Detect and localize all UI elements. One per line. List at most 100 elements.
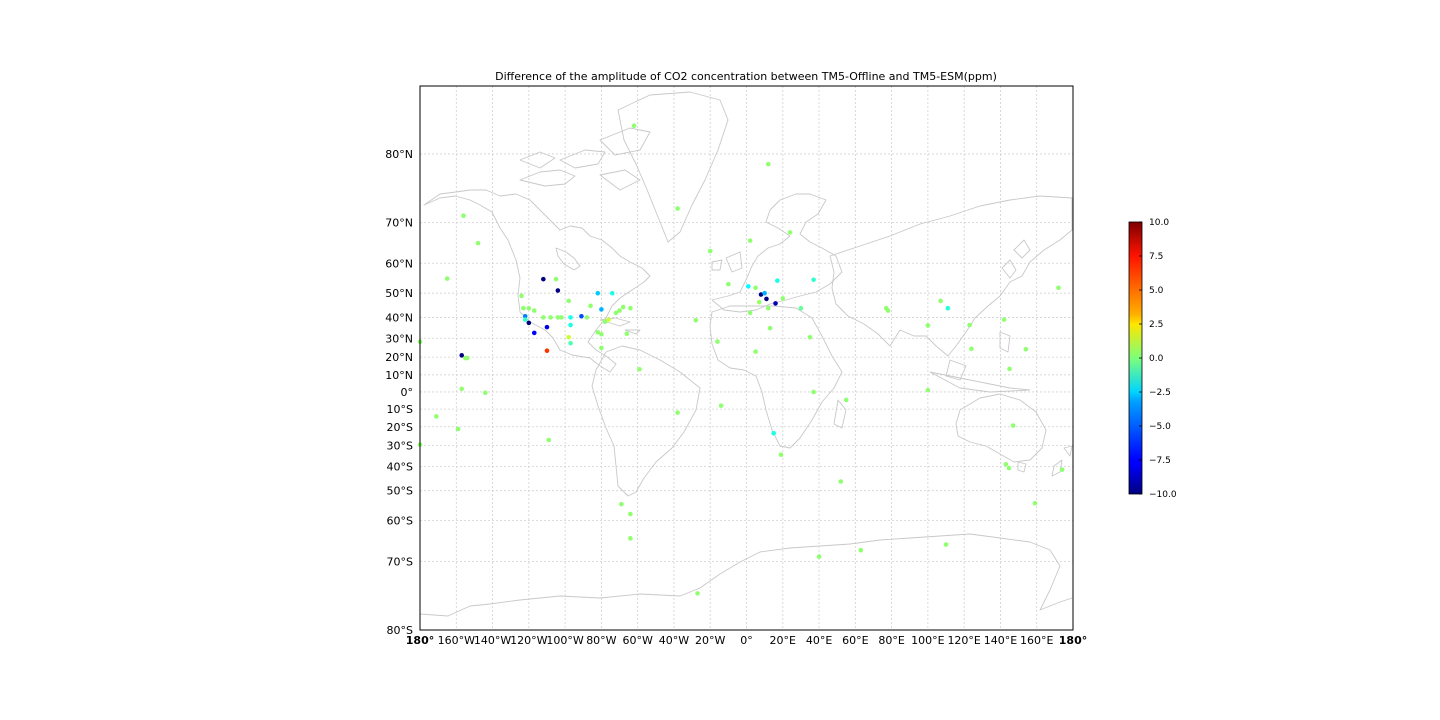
x-tick-label: 120°W xyxy=(510,634,547,647)
station-point xyxy=(544,324,550,330)
y-tick-label: 0° xyxy=(401,386,414,399)
colorbar-tick-label: 10.0 xyxy=(1149,218,1169,228)
station-point xyxy=(459,353,465,358)
station-point xyxy=(778,452,784,458)
x-tick-label: 20°E xyxy=(770,634,796,647)
station-point xyxy=(1006,465,1012,471)
station-point xyxy=(780,296,786,301)
station-point xyxy=(559,315,564,320)
station-point xyxy=(619,501,624,507)
station-point xyxy=(548,315,553,320)
y-tick-label: 30°S xyxy=(387,440,413,453)
station-point xyxy=(715,339,720,344)
x-tick-label: 100°W xyxy=(546,634,583,647)
station-point xyxy=(599,307,604,312)
station-point xyxy=(775,278,780,283)
x-tick-label: 0° xyxy=(740,634,753,647)
station-point xyxy=(938,298,943,304)
y-tick-labels: 80°S 70°S 60°S 50°S 40°S 30°S 20°S 10°S 0° 10°N 20… xyxy=(385,148,413,637)
station-point xyxy=(555,288,561,293)
station-point xyxy=(675,410,680,415)
station-point xyxy=(434,414,439,419)
station-point xyxy=(483,390,488,396)
y-tick-label: 50°S xyxy=(387,485,413,498)
y-tick-label: 60°S xyxy=(387,515,413,528)
station-point xyxy=(579,313,584,319)
colorbar-tick-label: 7.5 xyxy=(1149,252,1163,262)
station-point xyxy=(1007,366,1012,372)
station-point xyxy=(758,292,764,297)
station-point xyxy=(588,303,593,309)
colorbar-tick-label: 0.0 xyxy=(1149,354,1164,364)
station-point xyxy=(544,348,550,354)
station-point xyxy=(771,430,777,436)
station-point xyxy=(756,299,762,305)
station-point xyxy=(838,479,844,484)
station-point xyxy=(807,334,813,340)
station-point xyxy=(526,305,532,311)
x-tick-label: 100°E xyxy=(911,634,944,647)
station-point xyxy=(773,301,778,306)
x-tick-label: 80°E xyxy=(878,634,904,647)
y-tick-label: 30°N xyxy=(385,332,413,345)
station-point xyxy=(522,317,528,322)
station-point xyxy=(568,322,573,328)
station-point xyxy=(595,329,601,335)
station-point xyxy=(459,386,465,392)
colorbar-tick-label: −10.0 xyxy=(1149,490,1177,500)
station-point xyxy=(762,290,767,296)
station-point xyxy=(628,536,633,541)
x-tick-label: 140°E xyxy=(984,634,1017,647)
station-point xyxy=(675,206,680,211)
station-point xyxy=(967,322,972,328)
station-point xyxy=(765,305,771,311)
station-point xyxy=(599,345,604,351)
y-tick-label: 80°S xyxy=(387,624,413,637)
colorbar-tick-label: 2.5 xyxy=(1149,320,1163,330)
colorbar-tick-label: −7.5 xyxy=(1149,456,1171,466)
station-point xyxy=(945,305,951,311)
station-point xyxy=(637,366,642,372)
station-point xyxy=(566,334,572,340)
colorbar-tick-labels: 10.0 7.5 5.0 2.5 0.0 −2.5 −5.0 −7.5 −10.0 xyxy=(1139,218,1177,500)
chart-title: Difference of the amplitude of CO2 conce… xyxy=(495,70,997,83)
station-point xyxy=(541,276,546,282)
station-point xyxy=(521,305,526,311)
station-point xyxy=(620,304,626,310)
station-point xyxy=(753,349,758,354)
station-point xyxy=(522,313,528,319)
x-tick-label: 160°W xyxy=(438,634,475,647)
station-point xyxy=(609,290,615,296)
colorbar-tick-label: −5.0 xyxy=(1149,422,1171,432)
station-point xyxy=(475,240,481,246)
station-point xyxy=(843,397,849,403)
x-tick-label: 140°W xyxy=(474,634,511,647)
station-point xyxy=(943,542,949,547)
y-tick-label: 20°S xyxy=(387,421,413,434)
x-tick-label: 120°E xyxy=(947,634,980,647)
station-point xyxy=(606,317,611,322)
station-point xyxy=(568,340,573,346)
station-point xyxy=(617,308,622,313)
station-point xyxy=(747,310,753,316)
station-point xyxy=(602,319,608,325)
station-point xyxy=(444,276,450,281)
station-point xyxy=(969,346,974,352)
station-point xyxy=(1001,317,1007,322)
station-point xyxy=(765,161,771,167)
coastlines xyxy=(419,91,1073,617)
station-point xyxy=(613,310,619,316)
y-tick-label: 10°S xyxy=(387,403,413,416)
station-point xyxy=(764,296,769,302)
x-tick-label: 180° xyxy=(406,634,434,647)
y-tick-label: 50°N xyxy=(385,287,413,300)
station-point xyxy=(811,389,816,395)
colorbar-tick-label: 5.0 xyxy=(1149,286,1164,296)
x-tick-label: 160°E xyxy=(1020,634,1053,647)
station-point xyxy=(1010,423,1016,428)
station-point xyxy=(526,320,532,326)
plot-frame xyxy=(419,85,1074,631)
station-point xyxy=(624,331,630,337)
station-point xyxy=(707,248,713,254)
